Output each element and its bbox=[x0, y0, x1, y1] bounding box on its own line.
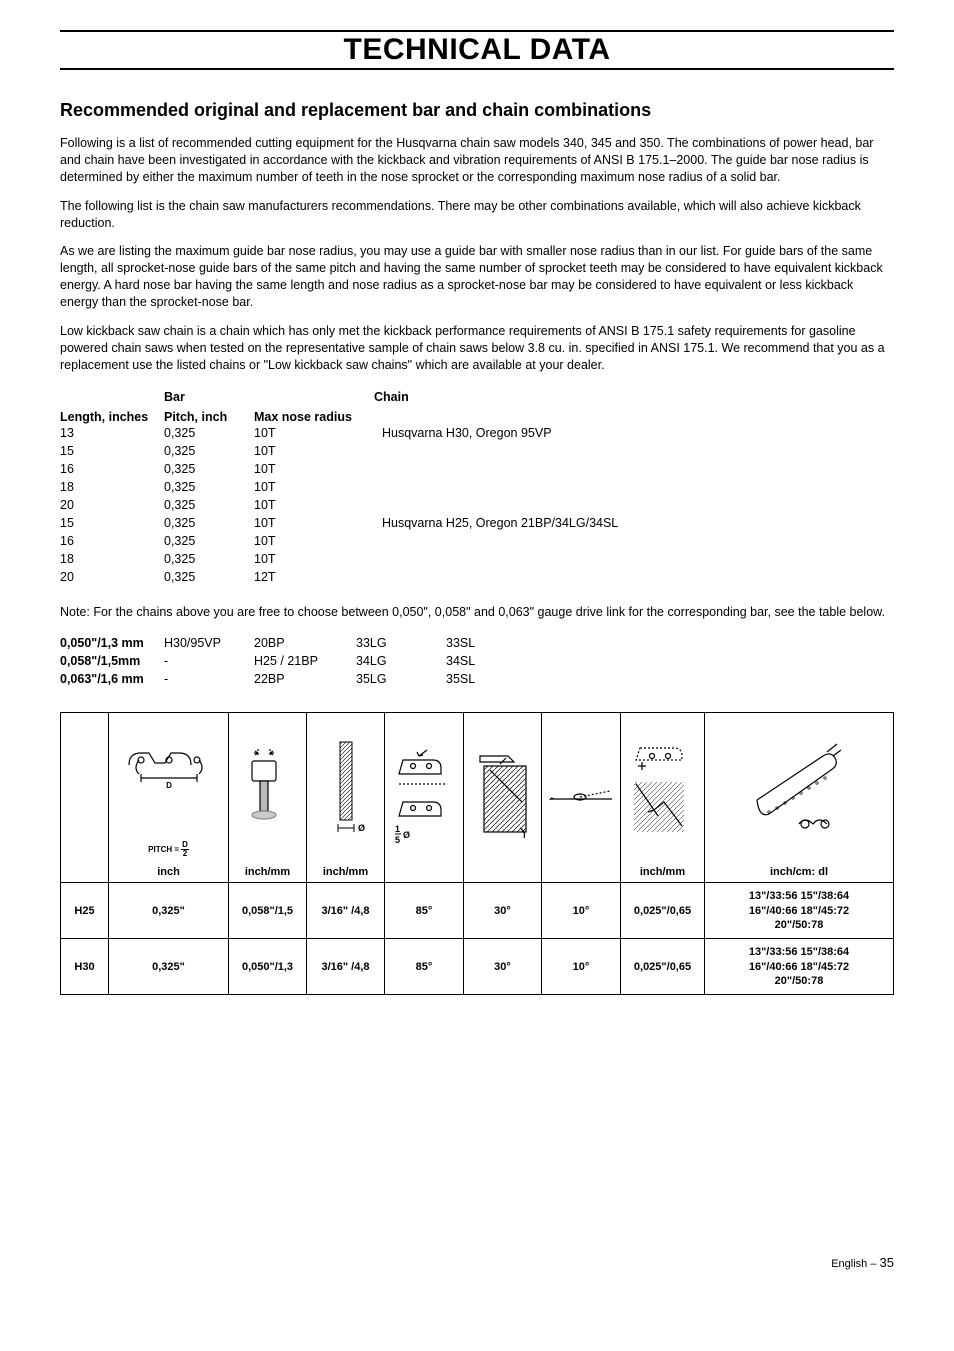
intro-para-1: Following is a list of recommended cutti… bbox=[60, 135, 894, 186]
intro-para-3: As we are listing the maximum guide bar … bbox=[60, 243, 894, 311]
svg-text:Ø: Ø bbox=[358, 823, 365, 833]
page-title: TECHNICAL DATA bbox=[344, 33, 611, 67]
footer-page: 35 bbox=[880, 1255, 894, 1270]
svg-text:1: 1 bbox=[395, 824, 400, 834]
gauge-table: 0,050"/1,3 mmH30/95VP20BP33LG33SL0,058"/… bbox=[60, 634, 894, 688]
gauge-row: 0,063"/1,6 mm-22BP35LG35SL bbox=[60, 670, 894, 688]
length-heading: Length, inches bbox=[60, 410, 164, 424]
spec-table: D PITCH = D2 inch bbox=[60, 712, 894, 995]
unit-inch-cm-dl: inch/cm: dl bbox=[770, 866, 828, 878]
gauge-note: Note: For the chains above you are free … bbox=[60, 604, 894, 621]
side-plate-angle-icon bbox=[468, 717, 537, 870]
bar-chain-row: 150,32510T bbox=[60, 442, 894, 460]
pitch-formula-label: PITCH = bbox=[148, 845, 179, 854]
pitch-diagram-icon: D bbox=[113, 717, 224, 833]
spec-row: H250,325"0,058"/1,53/16" /4,885°30°10°0,… bbox=[61, 883, 894, 939]
footer-sep: – bbox=[870, 1258, 876, 1270]
pitch-heading: Pitch, inch bbox=[164, 410, 254, 424]
bar-chain-row: 180,32510T bbox=[60, 550, 894, 568]
gauge-diagram-icon bbox=[233, 717, 302, 858]
top-plate-angle-icon: 1 5 Ø bbox=[389, 717, 459, 870]
bar-chain-row: 180,32510T bbox=[60, 478, 894, 496]
bar-chain-table: Bar Chain Length, inches Pitch, inch Max… bbox=[60, 390, 894, 586]
file-angle-icon bbox=[546, 717, 616, 870]
footer-lang: English bbox=[831, 1258, 867, 1270]
intro-para-2: The following list is the chain saw manu… bbox=[60, 198, 894, 232]
bar-chain-row: 160,32510T bbox=[60, 460, 894, 478]
bar-chain-row: 200,32512T bbox=[60, 568, 894, 586]
unit-inch: inch bbox=[157, 866, 180, 878]
depth-gauge-icon bbox=[625, 717, 700, 858]
bar-chain-row: 150,32510THusqvarna H25, Oregon 21BP/34L… bbox=[60, 514, 894, 532]
intro-para-4: Low kickback saw chain is a chain which … bbox=[60, 323, 894, 374]
unit-inch-mm-1: inch/mm bbox=[245, 866, 290, 878]
chain-heading: Chain bbox=[374, 390, 409, 404]
svg-text:Ø: Ø bbox=[403, 830, 410, 840]
bar-chain-row: 160,32510T bbox=[60, 532, 894, 550]
unit-inch-mm-2: inch/mm bbox=[323, 866, 368, 878]
page-footer: English – 35 bbox=[60, 1255, 894, 1270]
svg-text:D: D bbox=[166, 781, 172, 790]
bar-chain-row: 130,32510THusqvarna H30, Oregon 95VP bbox=[60, 424, 894, 442]
gauge-row: 0,050"/1,3 mmH30/95VP20BP33LG33SL bbox=[60, 634, 894, 652]
file-diameter-icon: Ø bbox=[311, 717, 380, 858]
section-heading: Recommended original and replacement bar… bbox=[60, 100, 894, 121]
bar-length-icon bbox=[709, 717, 889, 858]
nose-heading: Max nose radius bbox=[254, 410, 382, 424]
svg-text:5: 5 bbox=[395, 835, 400, 844]
spec-row: H300,325"0,050"/1,33/16" /4,885°30°10°0,… bbox=[61, 939, 894, 995]
bar-chain-row: 200,32510T bbox=[60, 496, 894, 514]
unit-inch-mm-3: inch/mm bbox=[640, 866, 685, 878]
gauge-row: 0,058"/1,5mm-H25 / 21BP34LG34SL bbox=[60, 652, 894, 670]
bar-heading: Bar bbox=[164, 390, 374, 404]
